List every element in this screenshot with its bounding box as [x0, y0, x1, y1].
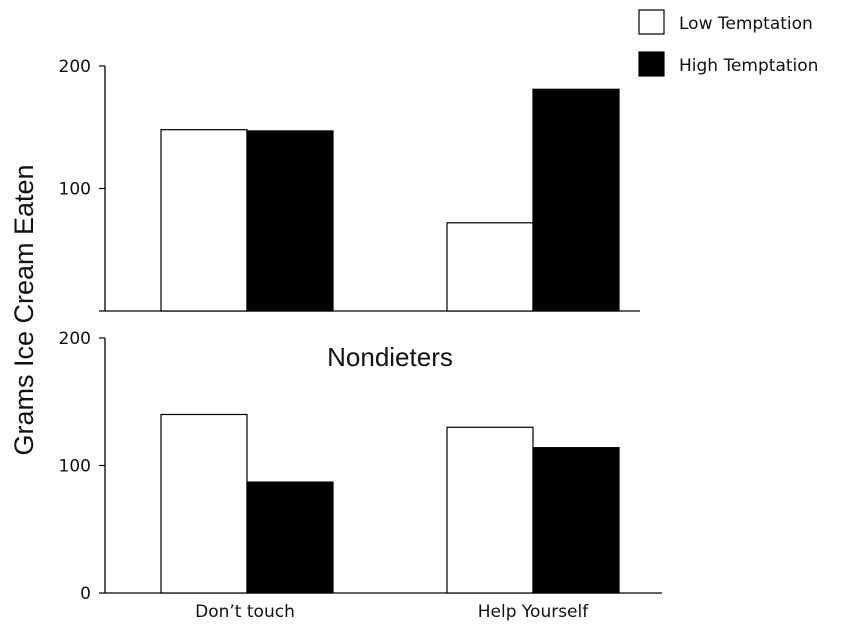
- legend: Low Temptation High Temptation: [638, 9, 818, 77]
- legend-label-low-temptation: Low Temptation: [679, 14, 813, 34]
- bar-high-temptation-dont-touch: [246, 130, 334, 312]
- bar-high-temptation-help-yourself: [532, 88, 620, 312]
- y-tick-label: 100: [59, 180, 91, 200]
- panel-nondieters: Nondieters 0 100 200: [59, 329, 662, 604]
- panel-top: 100 200: [59, 57, 640, 312]
- panel-title: Nondieters: [327, 342, 453, 372]
- legend-swatch-high-temptation: [638, 51, 665, 77]
- y-tick-label: 100: [59, 457, 91, 477]
- category-label-dont-touch: Don’t touch: [195, 602, 295, 622]
- bar-low-temptation-help-yourself: [446, 222, 534, 312]
- bar-high-temptation-help-yourself: [532, 447, 620, 594]
- y-axis-title: Grams Ice Cream Eaten: [9, 164, 39, 455]
- legend-label-high-temptation: High Temptation: [679, 56, 818, 76]
- legend-swatch-low-temptation: [638, 9, 665, 35]
- bar-high-temptation-dont-touch: [246, 481, 334, 594]
- bar-low-temptation-dont-touch: [160, 129, 248, 312]
- bar-low-temptation-dont-touch: [160, 413, 248, 594]
- y-tick-label: 0: [80, 584, 91, 604]
- y-tick-label: 200: [59, 57, 91, 77]
- y-tick-label: 200: [59, 329, 91, 349]
- bar-low-temptation-help-yourself: [446, 426, 534, 594]
- category-label-help-yourself: Help Yourself: [478, 602, 589, 622]
